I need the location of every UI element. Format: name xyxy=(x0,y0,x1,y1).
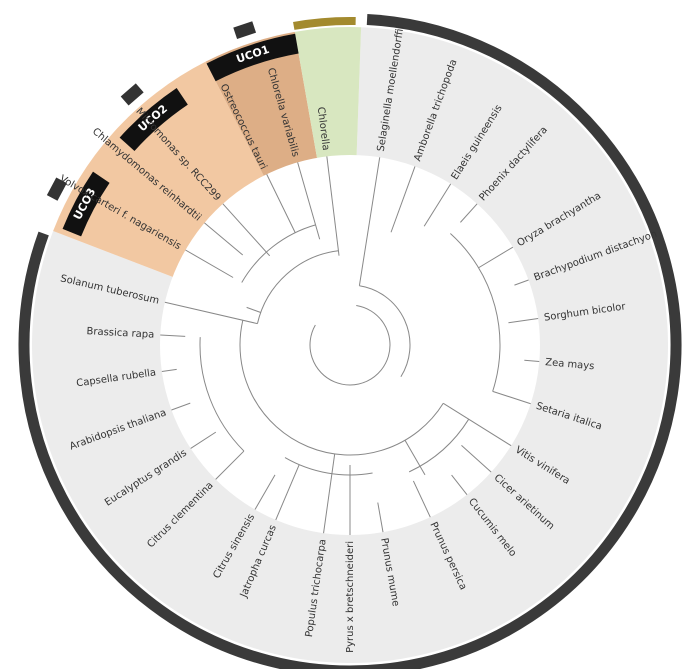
branch xyxy=(297,162,321,240)
branch xyxy=(185,249,234,278)
clade-arc xyxy=(450,233,501,392)
branch xyxy=(524,359,540,363)
branch xyxy=(461,444,492,473)
clade-tab xyxy=(46,177,67,201)
clade-arc xyxy=(241,224,316,283)
branch xyxy=(246,306,261,313)
branch xyxy=(204,222,244,256)
leaf-label: Pyrus x bretschneideri xyxy=(345,541,356,653)
clade-arc xyxy=(256,250,339,324)
branch xyxy=(171,402,191,411)
clade-arc xyxy=(359,285,411,378)
leaf-label: Brassica rapa xyxy=(86,326,154,341)
branch xyxy=(323,453,336,534)
clade-box xyxy=(206,33,299,82)
leaf-label: Zea mays xyxy=(545,357,595,372)
branch xyxy=(190,431,217,449)
branch xyxy=(451,474,468,496)
branch xyxy=(478,246,514,269)
inner-circle xyxy=(160,155,540,535)
background xyxy=(18,13,682,669)
branch xyxy=(215,450,245,480)
branch xyxy=(266,174,296,233)
clade-arc xyxy=(199,337,245,452)
outer-ring xyxy=(18,13,682,669)
branch xyxy=(160,334,186,337)
clade-arc xyxy=(309,304,391,386)
leaf-label: Chlorella xyxy=(315,106,331,151)
branch xyxy=(377,502,384,533)
branch xyxy=(326,156,340,256)
branch xyxy=(161,368,177,372)
branch xyxy=(514,279,529,286)
clade-arc xyxy=(284,457,373,476)
clade-box xyxy=(62,171,110,237)
branch xyxy=(492,390,531,405)
clade-arc xyxy=(408,418,470,473)
clade-tab xyxy=(120,83,144,106)
branch xyxy=(460,203,478,223)
branch xyxy=(443,402,512,447)
branch xyxy=(254,474,276,510)
branch xyxy=(390,166,416,233)
clade-arc xyxy=(239,320,444,456)
branch xyxy=(412,480,431,518)
tree xyxy=(160,156,540,535)
green-ring xyxy=(293,17,356,30)
branch xyxy=(508,318,539,324)
branch xyxy=(423,183,452,227)
branch xyxy=(164,301,258,325)
branch xyxy=(222,203,271,257)
clade-box xyxy=(119,87,188,152)
branch xyxy=(275,464,300,521)
branch xyxy=(358,157,381,286)
clade-tab xyxy=(233,21,257,40)
branch xyxy=(404,440,426,476)
